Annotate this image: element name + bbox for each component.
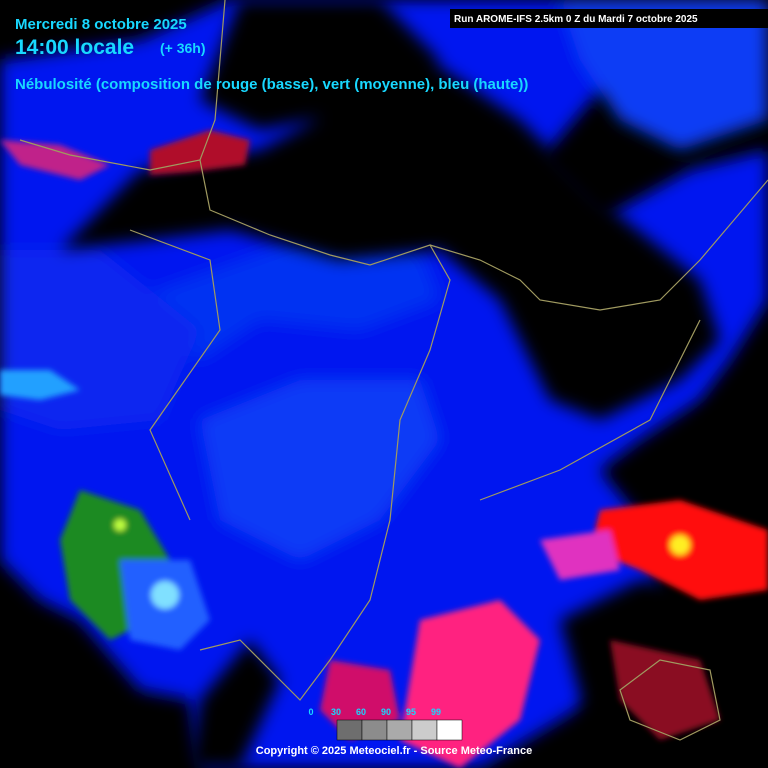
- offset: (+ 36h): [160, 40, 206, 56]
- time: 14:00 locale: [15, 36, 134, 59]
- legend-tick: 90: [381, 707, 391, 717]
- legend-swatch: [436, 719, 463, 741]
- legend-tick: 0: [308, 707, 313, 717]
- subtitle: Nébulosité (composition de rouge (basse)…: [15, 76, 528, 93]
- borders: [19, 0, 768, 741]
- legend-tick: 60: [356, 707, 366, 717]
- legend-tick: 99: [431, 707, 441, 717]
- run-box: [450, 9, 768, 28]
- legend-tick: 95: [406, 707, 416, 717]
- date: Mercredi 8 octobre 2025: [15, 16, 187, 33]
- legend-swatch: [411, 719, 438, 741]
- legend-tick: 30: [331, 707, 341, 717]
- legend-swatch: [386, 719, 413, 741]
- copyright: Copyright © 2025 Meteociel.fr - Source M…: [256, 745, 532, 757]
- run-info: Run AROME-IFS 2.5km 0 Z du Mardi 7 octob…: [454, 14, 698, 25]
- legend-swatch: [336, 719, 363, 741]
- cloud-mid: [0, 370, 210, 650]
- legend: 0 30 60 90 95 99: [308, 707, 463, 741]
- cloud-low: [0, 130, 768, 768]
- legend-swatch: [361, 719, 388, 741]
